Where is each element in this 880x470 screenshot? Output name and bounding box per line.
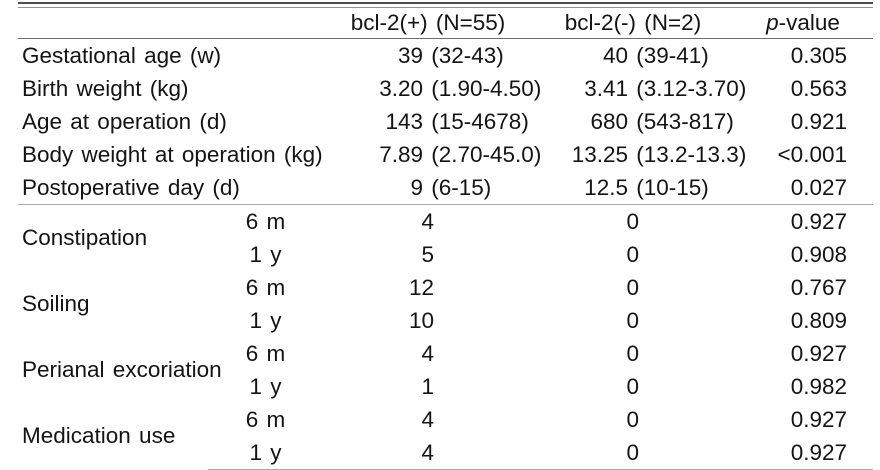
cell-pvalue: 0.027 [733, 171, 873, 205]
cell-pvalue: 0.908 [790, 241, 847, 267]
row-label: Body weight at operation (kg) [22, 141, 323, 167]
row-group-label: Perianal excoriation [22, 357, 222, 382]
cell-group2-value: 3.41 (3.12-3.70) [584, 75, 747, 101]
row-label: Birth weight (kg) [22, 75, 189, 101]
table-row: Perianal excoriation 6 m 4 0 0.927 [18, 337, 873, 383]
cell-pvalue: 0.305 [790, 42, 847, 68]
cell-group1-value: 12 [408, 274, 434, 300]
cell-timepoint: 6 m [245, 406, 286, 432]
header-row: bcl-2(+) (N=55) bcl-2(-) (N=2) p-value [18, 8, 873, 39]
cell-group2-value: 0 [626, 274, 639, 300]
table-row: Gestational age (w) 39 (32-43) 40 (39-41… [18, 39, 873, 73]
cell-timepoint: 6 m [245, 274, 286, 300]
table-row: 1 y 1 0 0.982 [18, 370, 873, 403]
cell-pvalue: 0.927 [790, 406, 847, 432]
cell-group1-value: 1 [421, 373, 434, 399]
cell-pvalue: 0.927 [790, 340, 847, 366]
cell-pvalue: 0.927 [790, 208, 847, 234]
column-header-bcl2-positive: bcl-2(+) (N=55) [323, 8, 533, 39]
cell-group1-value: 5 [421, 241, 434, 267]
table-row: 1 y 10 0 0.809 [18, 304, 873, 337]
cell-group1-value: 3.20 (1.90-4.50) [379, 75, 542, 101]
cell-group2-value: 40 (39-41) [602, 42, 709, 68]
table-row: Body weight at operation (kg) 7.89 (2.70… [18, 138, 873, 171]
table-row: Age at operation (d) 143 (15-4678) 680 (… [18, 105, 873, 138]
cell-group1-value: 7.89 (2.70-45.0) [379, 141, 542, 167]
cell-pvalue: <0.001 [777, 141, 847, 167]
table-row: Postoperative day (d) 9 (6-15) 12.5 (10-… [18, 171, 873, 205]
cell-pvalue: 0.921 [790, 108, 847, 134]
cell-timepoint: 1 y [249, 307, 282, 333]
cell-group2-value: 0 [626, 373, 639, 399]
cell-pvalue: 0.809 [790, 307, 847, 333]
cell-group2-value: 680 (543-817) [590, 108, 734, 134]
cell-group2-value: 0 [626, 208, 639, 234]
pvalue-rest: -value [778, 10, 840, 35]
cell-group1-value: 4 [421, 340, 434, 366]
cell-group2-value: 0 [626, 307, 639, 333]
cell-group1-value: 10 [408, 307, 434, 333]
column-header-bcl2-negative: bcl-2(-) (N=2) [533, 8, 733, 39]
cell-group1-value: 143 (15-4678) [385, 108, 529, 134]
table-row: 1 y 5 0 0.908 [18, 238, 873, 271]
row-group-label: Soiling [22, 291, 90, 316]
row-label: Age at operation (d) [22, 108, 227, 134]
cell-timepoint: 6 m [245, 340, 286, 366]
row-label: Gestational age (w) [22, 42, 222, 68]
cell-group2-value: 0 [626, 406, 639, 432]
table-row: Medication use 6 m 4 0 0.927 [18, 403, 873, 449]
top-rule-upper [18, 2, 873, 4]
table-row: Soiling 6 m 12 0 0.767 [18, 271, 873, 317]
cell-group2-value: 13.25 (13.2-13.3) [571, 141, 747, 167]
pvalue-italic-p: p [766, 10, 779, 35]
top-rule-lower [18, 7, 873, 8]
cell-pvalue: 0.982 [790, 373, 847, 399]
row-label: Postoperative day (d) [18, 171, 323, 205]
cell-group2-value: 0 [626, 241, 639, 267]
cell-pvalue: 0.767 [790, 274, 847, 300]
header-empty-cell [18, 8, 323, 39]
table-row: Birth weight (kg) 3.20 (1.90-4.50) 3.41 … [18, 72, 873, 105]
cell-group1-value: 9 (6-15) [323, 171, 533, 205]
cell-group2-value: 12.5 (10-15) [533, 171, 733, 205]
cell-group1-value: 4 [421, 406, 434, 432]
cell-timepoint: 1 y [249, 373, 282, 399]
cell-group1-value: 4 [421, 208, 434, 234]
outcomes-table: bcl-2(+) (N=55) bcl-2(-) (N=2) p-value G… [18, 8, 873, 470]
cell-group2-value: 0 [626, 340, 639, 366]
cell-timepoint: 6 m [245, 208, 286, 234]
column-header-pvalue: p-value [733, 8, 873, 39]
table-row: Constipation 6 m 4 0 0.927 [18, 205, 873, 251]
cell-timepoint: 1 y [249, 241, 282, 267]
cell-pvalue: 0.563 [790, 75, 847, 101]
row-group-label: Medication use [22, 423, 176, 449]
cell-group1-value: 39 (32-43) [397, 42, 504, 68]
row-group-label: Constipation [22, 225, 148, 250]
